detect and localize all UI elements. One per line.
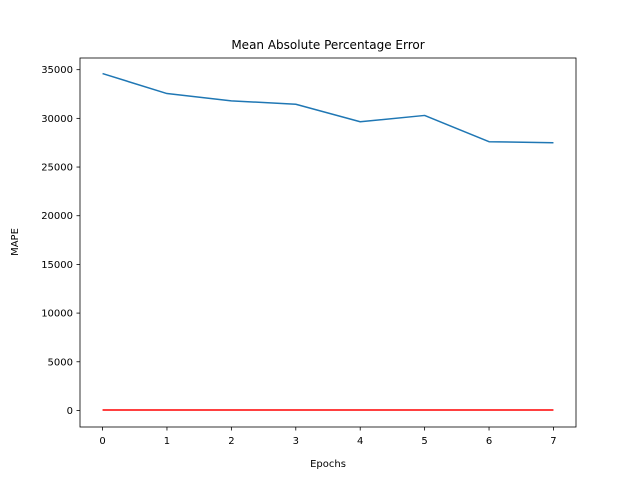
x-tick-label: 5: [421, 436, 427, 447]
plot-area: [102, 72, 554, 411]
x-tick-label: 6: [486, 436, 492, 447]
y-tick-label: 5000: [48, 357, 73, 368]
y-tick-label: 0: [67, 406, 73, 417]
y-tick-label: 10000: [41, 309, 73, 320]
series-line-1: [102, 72, 554, 144]
y-tick-label: 20000: [41, 211, 73, 222]
x-tick-label: 7: [550, 436, 556, 447]
y-tick-label: 35000: [41, 65, 73, 76]
x-tick-label: 4: [357, 436, 363, 447]
y-axis-label: MAPE: [10, 228, 21, 256]
x-tick-label: 2: [228, 436, 234, 447]
x-tick-label: 1: [164, 436, 170, 447]
chart-title: Mean Absolute Percentage Error: [231, 38, 424, 52]
x-tick-label: 3: [293, 436, 299, 447]
y-tick-label: 15000: [41, 260, 73, 271]
y-tick-label: 25000: [41, 163, 73, 174]
x-axis-label: Epochs: [310, 459, 346, 470]
x-axis: 0 1 2 3 4 5 6 7: [99, 427, 557, 447]
y-axis: 0 5000 10000 15000 20000 25000 30000 35000: [41, 65, 80, 417]
x-tick-label: 0: [99, 436, 105, 447]
y-tick-label: 30000: [41, 114, 73, 125]
plot-frame: [79, 57, 577, 428]
